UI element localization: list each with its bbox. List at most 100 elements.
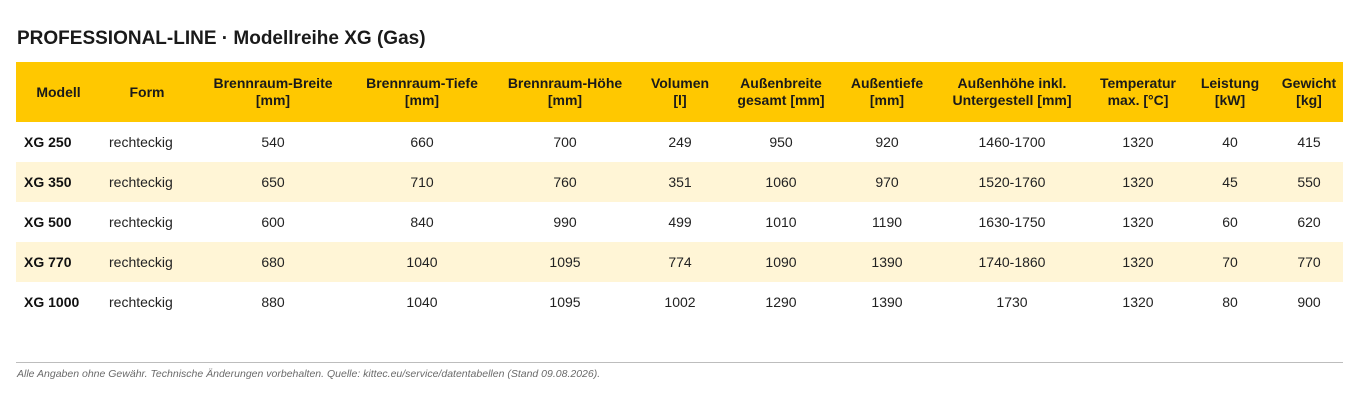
value-cell: 840	[410, 214, 434, 230]
column-header-unit: Untergestell [mm]	[952, 92, 1072, 108]
value-cell: 950	[769, 134, 793, 150]
table-row: XG 350 rechteckig 650 710 760 351 1060 970 1520-…	[16, 162, 1343, 202]
column-header-unit: [mm]	[255, 92, 291, 108]
value-cell: 620	[1297, 214, 1321, 230]
column-header-label: Temperatur	[1100, 75, 1176, 91]
value-cell: 774	[668, 254, 692, 270]
form-cell: rechteckig	[109, 294, 173, 310]
value-cell: 249	[668, 134, 692, 150]
value-cell: 900	[1297, 294, 1321, 310]
value-cell: 1390	[871, 294, 903, 310]
value-cell: 1730	[996, 294, 1028, 310]
column-header-label: Form	[129, 83, 165, 100]
value-cell: 45	[1222, 174, 1238, 190]
value-cell: 1090	[765, 254, 797, 270]
column-header-unit: [kg]	[1296, 92, 1322, 108]
column-header: Außentiefe [mm]	[841, 62, 933, 122]
column-header-unit: [mm]	[404, 92, 440, 108]
page-title: PROFESSIONAL-LINE · Modellreihe XG (Gas)	[17, 28, 426, 49]
value-cell: 700	[553, 134, 577, 150]
column-header-label: Modell	[36, 83, 81, 100]
column-header: Brennraum-Breite [mm]	[193, 62, 353, 122]
value-cell: 1460-1700	[978, 134, 1046, 150]
column-header-label: Leistung	[1200, 75, 1260, 91]
value-cell: 1040	[406, 254, 438, 270]
value-cell: 710	[410, 174, 434, 190]
column-header-label: Volumen	[650, 75, 710, 91]
form-cell: rechteckig	[109, 214, 173, 230]
value-cell: 1290	[765, 294, 797, 310]
value-cell: 1040	[406, 294, 438, 310]
value-cell: 499	[668, 214, 692, 230]
table-row: XG 770 rechteckig 680 1040 1095 774 1090 1390 17…	[16, 242, 1343, 282]
value-cell: 80	[1222, 294, 1238, 310]
model-cell: XG 350	[24, 174, 72, 190]
column-header: Außenhöhe inkl. Untergestell [mm]	[933, 62, 1091, 122]
value-cell: 970	[875, 174, 899, 190]
value-cell: 1060	[765, 174, 797, 190]
table-body: XG 250 rechteckig 540 660 700 249 950 920 1460-1…	[16, 122, 1343, 322]
column-header-label: Brennraum-Tiefe	[366, 75, 478, 91]
table-row: XG 1000 rechteckig 880 1040 1095 1002 1290 1390…	[16, 282, 1343, 322]
column-header-unit: [l]	[673, 92, 687, 108]
value-cell: 660	[410, 134, 434, 150]
value-cell: 540	[261, 134, 285, 150]
value-cell: 680	[261, 254, 285, 270]
value-cell: 1320	[1122, 134, 1154, 150]
value-cell: 1320	[1122, 174, 1154, 190]
value-cell: 880	[261, 294, 285, 310]
model-cell: XG 770	[24, 254, 72, 270]
value-cell: 1190	[871, 214, 903, 230]
value-cell: 70	[1222, 254, 1238, 270]
column-header-label: Außenhöhe inkl.	[957, 75, 1067, 91]
form-cell: rechteckig	[109, 134, 173, 150]
value-cell: 351	[668, 174, 692, 190]
value-cell: 1010	[765, 214, 797, 230]
form-cell: rechteckig	[109, 174, 173, 190]
column-header-label: Außentiefe	[850, 75, 924, 91]
column-header-unit: max. [°C]	[1107, 92, 1169, 108]
column-header-unit: [mm]	[547, 92, 583, 108]
value-cell: 1320	[1122, 254, 1154, 270]
column-header-unit: [mm]	[869, 92, 905, 108]
value-cell: 1095	[549, 254, 581, 270]
value-cell: 1320	[1122, 214, 1154, 230]
value-cell: 990	[553, 214, 577, 230]
column-header: Brennraum-Höhe [mm]	[491, 62, 639, 122]
column-header-label: Brennraum-Höhe	[507, 75, 623, 91]
value-cell: 1740-1860	[978, 254, 1046, 270]
model-cell: XG 250	[24, 134, 72, 150]
value-cell: 760	[553, 174, 577, 190]
value-cell: 1095	[549, 294, 581, 310]
column-header: Leistung [kW]	[1185, 62, 1275, 122]
column-header: Form	[101, 62, 193, 122]
model-cell: XG 500	[24, 214, 72, 230]
table-row: XG 250 rechteckig 540 660 700 249 950 920 1460-1…	[16, 122, 1343, 162]
spec-table-container: Modell Form Brennraum-Breite [mm] Brennraum-…	[16, 62, 1343, 322]
column-header: Außenbreite gesamt [mm]	[721, 62, 841, 122]
spec-table: Modell Form Brennraum-Breite [mm] Brennraum-…	[16, 62, 1343, 322]
value-cell: 1390	[871, 254, 903, 270]
column-header: Temperatur max. [°C]	[1091, 62, 1185, 122]
column-header-unit: gesamt [mm]	[737, 92, 825, 108]
value-cell: 1630-1750	[978, 214, 1046, 230]
column-header-label: Brennraum-Breite	[213, 75, 333, 91]
column-header: Gewicht [kg]	[1275, 62, 1343, 122]
model-cell: XG 1000	[24, 294, 80, 310]
value-cell: 920	[875, 134, 899, 150]
value-cell: 40	[1222, 134, 1238, 150]
value-cell: 60	[1222, 214, 1238, 230]
table-row: XG 500 rechteckig 600 840 990 499 1010 1190 1630…	[16, 202, 1343, 242]
form-cell: rechteckig	[109, 254, 173, 270]
table-header-row: Modell Form Brennraum-Breite [mm] Brennraum-…	[16, 62, 1343, 122]
column-header-unit: [kW]	[1214, 92, 1246, 108]
value-cell: 1320	[1122, 294, 1154, 310]
footer-divider	[16, 362, 1343, 363]
column-header-label: Außenbreite	[740, 75, 822, 91]
value-cell: 550	[1297, 174, 1321, 190]
value-cell: 415	[1297, 134, 1321, 150]
column-header: Modell	[16, 62, 101, 122]
column-header-label: Gewicht	[1281, 75, 1337, 91]
value-cell: 770	[1297, 254, 1321, 270]
value-cell: 1520-1760	[978, 174, 1046, 190]
